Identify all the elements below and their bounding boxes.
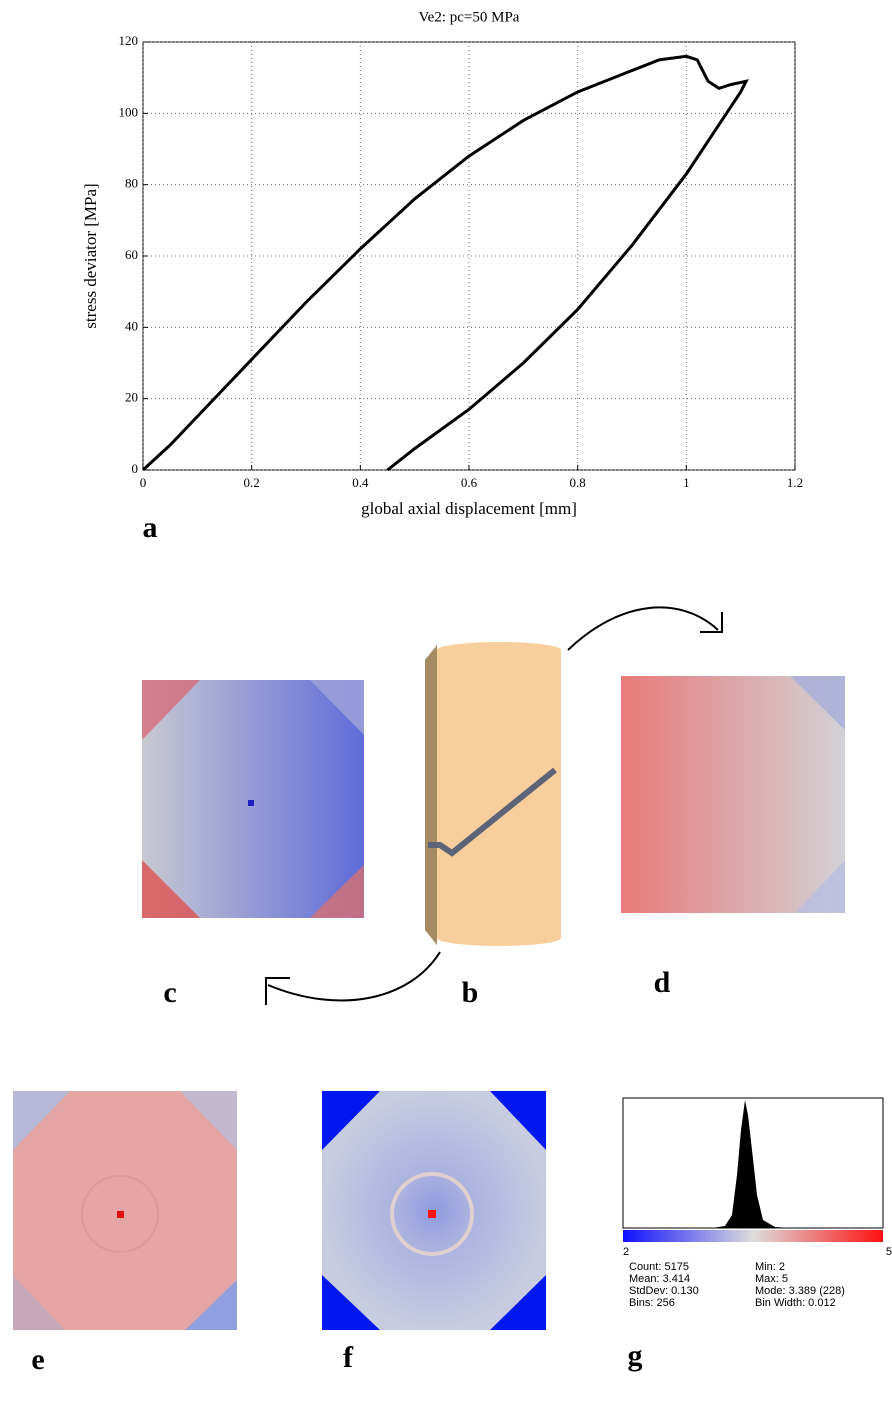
curve — [141, 54, 749, 472]
stat-text: Mode: 3.389 (228) — [755, 1285, 845, 1297]
colorbar-min: 2 — [623, 1246, 629, 1258]
image-f — [322, 1091, 546, 1330]
panel-label: c — [163, 976, 176, 1009]
x-tick-label: 0.2 — [244, 475, 260, 490]
image-e — [13, 1091, 237, 1330]
y-tick-label: 20 — [125, 390, 138, 405]
stat-text: Count: 5175 — [629, 1261, 689, 1273]
stat-text: Min: 2 — [755, 1261, 785, 1273]
y-tick-label: 80 — [125, 176, 138, 191]
stat-text: Max: 5 — [755, 1273, 788, 1285]
cylinder-b — [265, 606, 723, 1005]
panel-label: d — [654, 966, 671, 999]
y-tick-label: 100 — [119, 104, 139, 119]
x-tick-label: 0.6 — [461, 475, 478, 490]
panel-label: a — [143, 511, 158, 544]
x-tick-label: 0.8 — [570, 475, 586, 490]
stat-text: Mean: 3.414 — [629, 1273, 690, 1285]
image-d — [621, 676, 845, 913]
x-tick-label: 1 — [683, 475, 690, 490]
stat-text: Bin Width: 0.012 — [755, 1297, 836, 1309]
y-tick-label: 60 — [125, 247, 138, 262]
y-tick-label: 120 — [119, 33, 139, 48]
x-tick-label: 0 — [140, 475, 147, 490]
panel-label: e — [31, 1343, 44, 1376]
panel-label: b — [462, 976, 479, 1009]
image-c — [142, 680, 364, 918]
y-tick-label: 0 — [132, 461, 139, 476]
panel-label: f — [343, 1341, 354, 1374]
y-tick-label: 40 — [125, 318, 138, 333]
stat-text: Bins: 256 — [629, 1297, 675, 1309]
x-axis-label: global axial displacement [mm] — [361, 499, 577, 518]
y-axis-label: stress deviator [MPa] — [81, 183, 100, 328]
x-tick-label: 0.4 — [352, 475, 369, 490]
stat-text: StdDev: 0.130 — [629, 1285, 699, 1297]
chart-title: Ve2: pc=50 MPa — [419, 9, 520, 25]
panel-label: g — [628, 1339, 643, 1372]
colorbar-max: 5 — [886, 1246, 892, 1258]
x-tick-label: 1.2 — [787, 475, 803, 490]
histogram-g — [622, 1097, 884, 1242]
